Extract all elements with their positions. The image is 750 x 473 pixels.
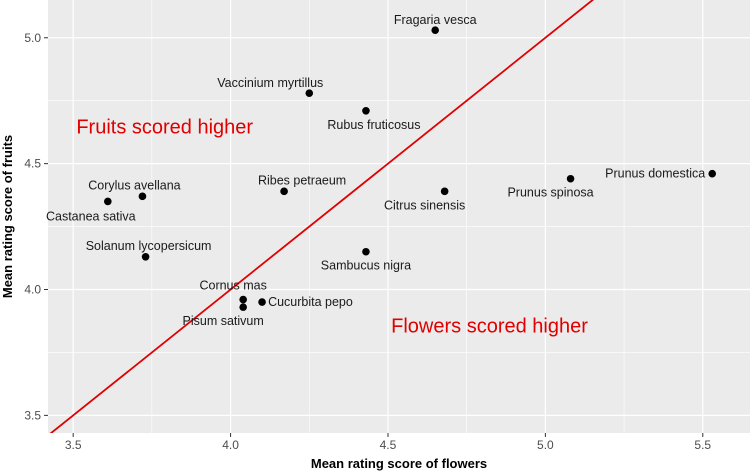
point-label: Citrus sinensis bbox=[384, 198, 465, 212]
point-label: Rubus fruticosus bbox=[327, 118, 420, 132]
data-point bbox=[362, 247, 370, 256]
y-tick-label: 5.0 bbox=[24, 31, 41, 45]
grid-minor bbox=[48, 0, 750, 433]
x-tick-label: 4.0 bbox=[222, 438, 239, 452]
annotation-label: Fruits scored higher bbox=[76, 116, 253, 138]
point-label: Corylus avellana bbox=[88, 178, 180, 192]
point-label: Prunus domestica bbox=[605, 167, 705, 181]
data-point bbox=[305, 89, 314, 97]
annotations: Fruits scored higher Flowers scored highe… bbox=[76, 116, 588, 337]
point-label: Prunus spinosa bbox=[507, 186, 593, 200]
point-label: Pisum sativum bbox=[183, 314, 264, 328]
point-label: Cornus mas bbox=[199, 279, 266, 293]
data-point bbox=[239, 295, 247, 304]
x-tick-label: 4.5 bbox=[380, 438, 397, 452]
x-axis-title: Mean rating score of flowers bbox=[311, 456, 487, 471]
x-tick-label: 5.5 bbox=[694, 438, 711, 452]
point-label: Ribes petraeum bbox=[258, 173, 346, 187]
y-tick-label: 4.5 bbox=[24, 157, 41, 171]
x-axis-ticks: 3.5 4.0 4.5 5.0 5.5 bbox=[65, 433, 711, 452]
data-point bbox=[280, 187, 288, 196]
point-label: Sambucus nigra bbox=[321, 259, 411, 273]
data-point bbox=[104, 197, 112, 206]
data-point bbox=[708, 169, 717, 178]
y-axis-title: Mean rating score of fruits bbox=[0, 135, 15, 298]
data-point bbox=[431, 26, 440, 35]
y-axis-ticks: 3.5 4.0 4.5 5.0 bbox=[24, 31, 48, 422]
point-label: Vaccinium myrtillus bbox=[217, 76, 323, 90]
plot-panel bbox=[48, 0, 750, 433]
reference-line bbox=[49, 0, 595, 433]
x-tick-label: 5.0 bbox=[537, 438, 554, 452]
x-tick-label: 3.5 bbox=[65, 438, 82, 452]
annotation-label: Flowers scored higher bbox=[391, 315, 588, 337]
y-tick-label: 3.5 bbox=[24, 408, 41, 422]
y-tick-label: 4.0 bbox=[24, 283, 41, 297]
data-point bbox=[566, 174, 575, 183]
data-point bbox=[258, 298, 266, 306]
data-points bbox=[104, 26, 717, 311]
data-point bbox=[141, 252, 150, 261]
data-point bbox=[138, 192, 147, 201]
data-point bbox=[239, 303, 247, 311]
data-point bbox=[440, 187, 449, 196]
point-label: Fragaria vesca bbox=[394, 13, 477, 27]
point-label: Cucurbita pepo bbox=[268, 295, 353, 309]
point-labels: Fragaria vesca Vaccinium myrtillus Rubus f… bbox=[46, 13, 705, 328]
data-point bbox=[362, 106, 370, 115]
grid-major bbox=[48, 0, 750, 433]
point-label: Castanea sativa bbox=[46, 209, 136, 223]
point-label: Solanum lycopersicum bbox=[86, 239, 212, 253]
